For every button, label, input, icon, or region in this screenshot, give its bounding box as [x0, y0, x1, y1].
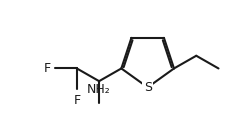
- Text: S: S: [144, 81, 152, 94]
- Text: F: F: [73, 94, 80, 107]
- Text: F: F: [44, 62, 51, 75]
- Text: NH₂: NH₂: [87, 83, 111, 96]
